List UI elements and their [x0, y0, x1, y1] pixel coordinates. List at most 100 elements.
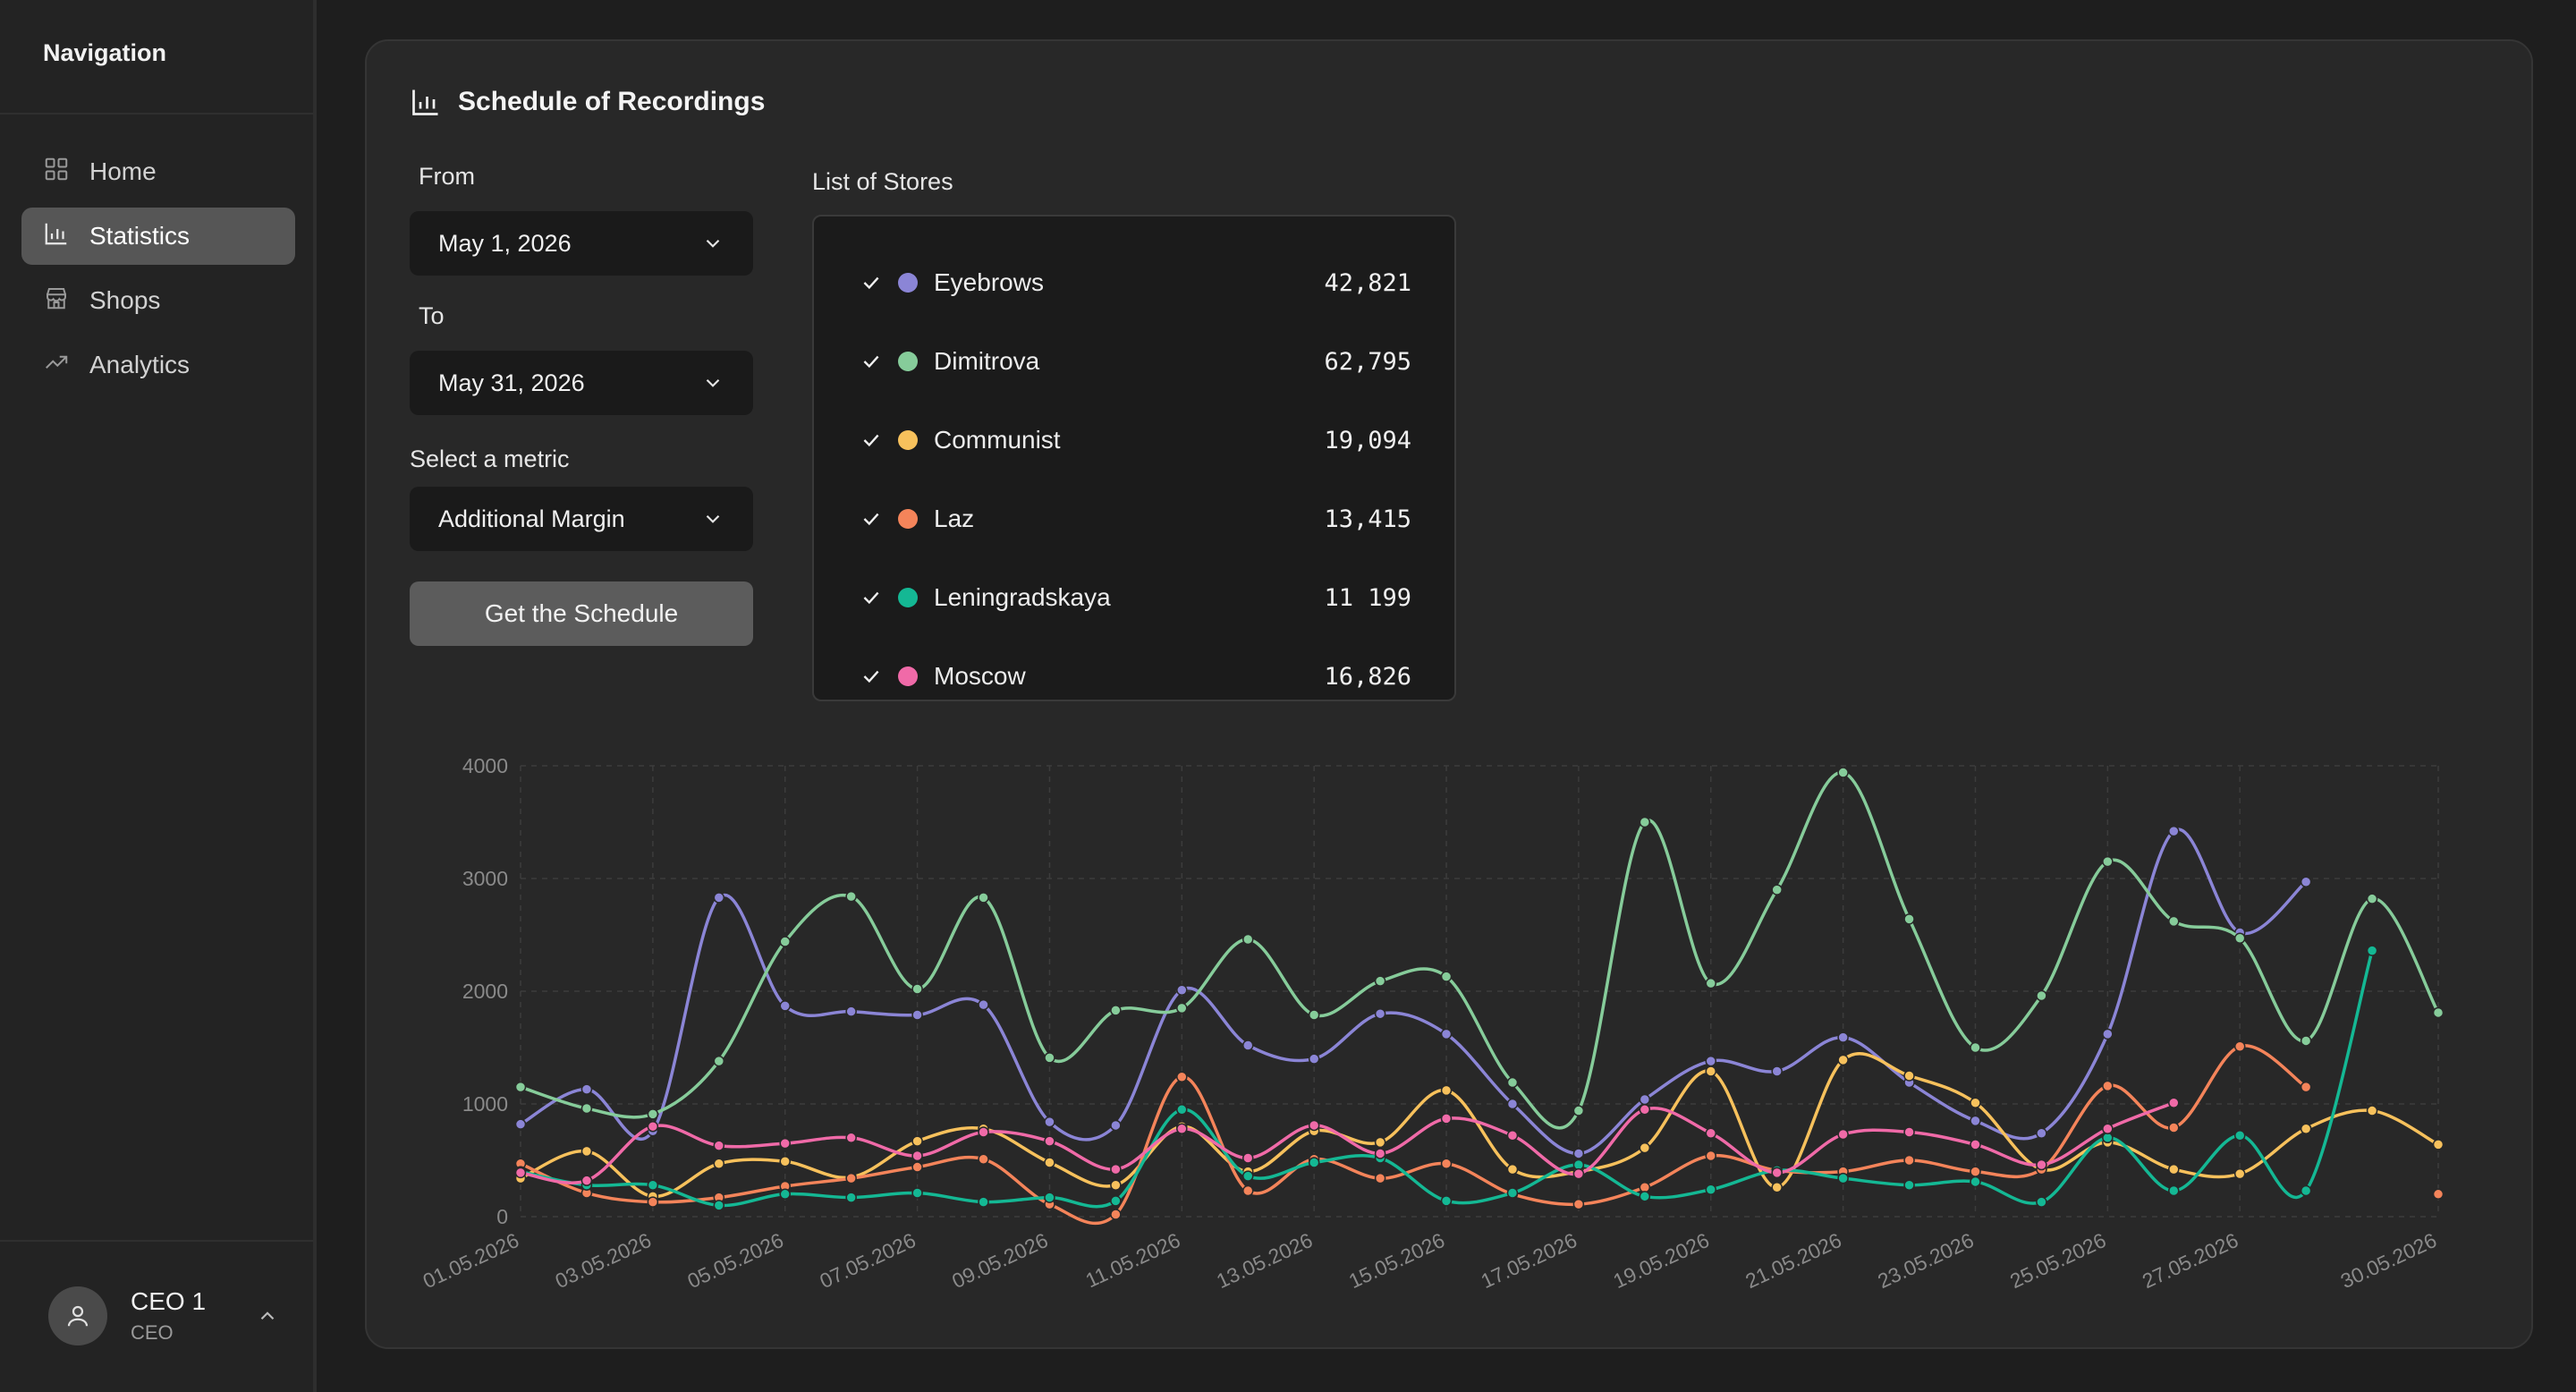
data-point — [1110, 1005, 1122, 1016]
sidebar-item-label: Statistics — [89, 222, 191, 250]
data-point — [2036, 1196, 2047, 1208]
data-point — [1705, 977, 1717, 989]
stores-label: List of Stores — [812, 168, 953, 195]
data-point — [1110, 1179, 1122, 1191]
series-line — [520, 1101, 2174, 1184]
data-point — [1903, 913, 1915, 925]
data-point — [1705, 1127, 1717, 1140]
data-point — [1176, 1071, 1188, 1083]
sidebar-item-home[interactable]: Home — [21, 143, 295, 200]
data-point — [2366, 893, 2378, 904]
data-point — [2102, 1028, 2114, 1040]
data-point — [1440, 1084, 1453, 1097]
data-point — [1440, 1028, 1453, 1040]
data-point — [1044, 1116, 1055, 1128]
data-point — [2432, 1188, 2445, 1201]
chevron-down-icon — [706, 514, 720, 523]
data-point — [1837, 767, 1849, 778]
data-point — [1308, 1157, 1320, 1168]
x-tick-label: 11.05.2026 — [1082, 1228, 1184, 1292]
x-tick-label: 05.05.2026 — [684, 1228, 787, 1293]
data-point — [911, 1150, 923, 1162]
x-tick-label: 01.05.2026 — [419, 1228, 522, 1293]
data-point — [1903, 1154, 1915, 1167]
data-point — [2036, 1127, 2047, 1140]
data-point — [1771, 1181, 1783, 1193]
y-tick-label: 2000 — [462, 980, 508, 1003]
data-point — [1110, 1209, 1122, 1220]
data-point — [1639, 1142, 1651, 1154]
data-point — [1374, 1148, 1386, 1159]
data-point — [580, 1102, 593, 1115]
from-date-select[interactable]: May 1, 2026 — [410, 211, 753, 276]
data-point — [911, 1009, 923, 1021]
store-value: 13,415 — [1324, 505, 1411, 533]
data-point — [2102, 1123, 2114, 1134]
x-tick-label: 13.05.2026 — [1213, 1228, 1316, 1293]
data-point — [1705, 1055, 1717, 1067]
data-point — [1970, 1115, 1981, 1127]
data-point — [1506, 1130, 1519, 1142]
data-point — [779, 1000, 791, 1012]
data-point — [2168, 1122, 2180, 1133]
data-point — [2366, 945, 2378, 956]
data-point — [580, 1175, 593, 1186]
sidebar-divider — [0, 113, 313, 115]
x-tick-label: 23.05.2026 — [1874, 1228, 1977, 1293]
data-point — [1308, 1119, 1320, 1132]
schedule-card: Schedule of Recordings From May 1, 2026 … — [365, 39, 2533, 1349]
user-menu[interactable]: CEO 1 CEO — [48, 1240, 290, 1392]
x-tick-label: 27.05.2026 — [2139, 1228, 2241, 1293]
sidebar-item-shops[interactable]: Shops — [21, 272, 295, 329]
chevron-up-icon — [260, 1311, 275, 1320]
data-point — [1241, 1170, 1254, 1182]
data-point — [2366, 1105, 2378, 1116]
data-point — [1506, 1163, 1519, 1176]
data-point — [779, 1156, 791, 1167]
data-point — [1374, 1007, 1386, 1020]
data-point — [1044, 1135, 1055, 1147]
metric-select[interactable]: Additional Margin — [410, 487, 753, 551]
check-icon — [863, 591, 879, 605]
store-item-moscow[interactable]: Moscow 16,826 — [857, 651, 1411, 701]
stores-list: Eyebrows 42,821 Dimitrova 62,795 Communi… — [812, 215, 1456, 701]
chevron-down-icon — [706, 239, 720, 248]
data-point — [1837, 1128, 1849, 1141]
data-point — [1506, 1187, 1519, 1199]
store-item-leningradskaya[interactable]: Leningradskaya 11 199 — [857, 573, 1411, 623]
data-point — [514, 1081, 527, 1093]
data-point — [978, 892, 989, 904]
data-point — [1837, 1172, 1849, 1184]
store-value: 16,826 — [1324, 662, 1411, 691]
data-point — [911, 1135, 923, 1147]
data-point — [1771, 1167, 1783, 1179]
data-point — [1241, 1152, 1254, 1164]
data-point — [2300, 1035, 2312, 1047]
x-tick-label: 03.05.2026 — [552, 1228, 655, 1293]
data-point — [2233, 932, 2246, 945]
data-point — [845, 1132, 857, 1144]
sidebar-item-statistics[interactable]: Statistics — [21, 208, 295, 265]
store-item-eyebrows[interactable]: Eyebrows 42,821 — [857, 258, 1411, 308]
data-point — [1771, 884, 1783, 895]
store-value: 11 199 — [1324, 583, 1411, 612]
data-point — [713, 1200, 725, 1211]
store-item-communist[interactable]: Communist 19,094 — [857, 415, 1411, 465]
data-point — [647, 1120, 659, 1133]
data-point — [1572, 1148, 1585, 1159]
store-value: 42,821 — [1324, 268, 1411, 297]
store-item-dimitrova[interactable]: Dimitrova 62,795 — [857, 336, 1411, 386]
data-point — [779, 1188, 791, 1201]
get-schedule-button[interactable]: Get the Schedule — [410, 581, 753, 646]
data-point — [1440, 1195, 1453, 1207]
to-date-select[interactable]: May 31, 2026 — [410, 351, 753, 415]
metric-label: Select a metric — [410, 446, 570, 472]
store-name: Dimitrova — [934, 347, 1040, 375]
sidebar-item-analytics[interactable]: Analytics — [21, 336, 295, 394]
data-point — [1176, 1123, 1188, 1134]
data-point — [1110, 1163, 1122, 1176]
data-point — [2036, 989, 2047, 1002]
data-point — [1572, 1198, 1585, 1210]
store-item-laz[interactable]: Laz 13,415 — [857, 494, 1411, 544]
store-value: 19,094 — [1324, 426, 1411, 454]
